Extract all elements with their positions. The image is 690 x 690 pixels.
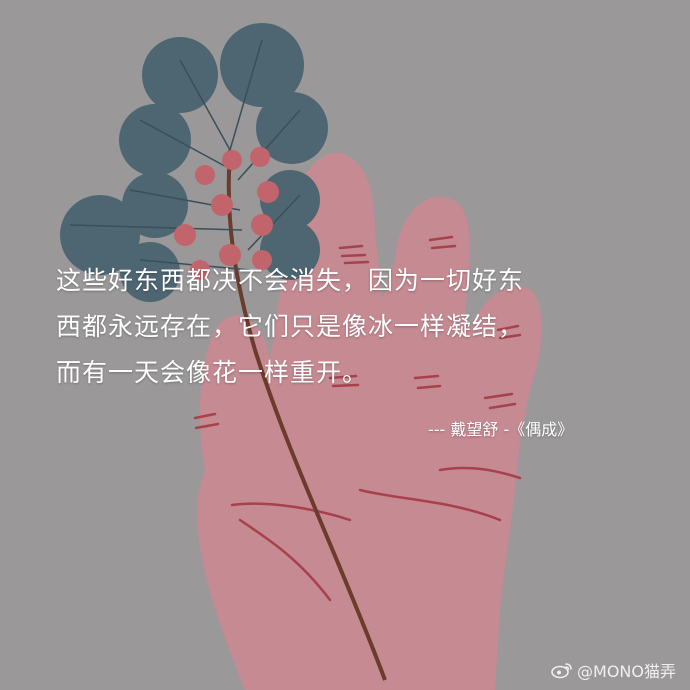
- hand-shape: [197, 152, 542, 690]
- weibo-watermark: @MONO猫弄: [551, 658, 676, 682]
- branch-stem: [226, 149, 387, 681]
- quote-line: 这些好东西都决不会消失，因为一切好东: [56, 266, 525, 295]
- quote-attribution: --- 戴望舒 -《偶成》: [428, 420, 574, 439]
- weibo-icon: [551, 663, 572, 679]
- watermark-handle: @MONO猫弄: [577, 662, 676, 681]
- quote-line: 而有一天会像花一样重开。: [56, 358, 369, 387]
- palm-lines: [193, 235, 522, 602]
- berries: [174, 147, 279, 280]
- quote-text: 这些好东西都决不会消失，因为一切好东 西都永远存在，它们只是像冰一样凝结， 而有…: [56, 258, 656, 396]
- quote-line: 西都永远存在，它们只是像冰一样凝结，: [56, 312, 525, 341]
